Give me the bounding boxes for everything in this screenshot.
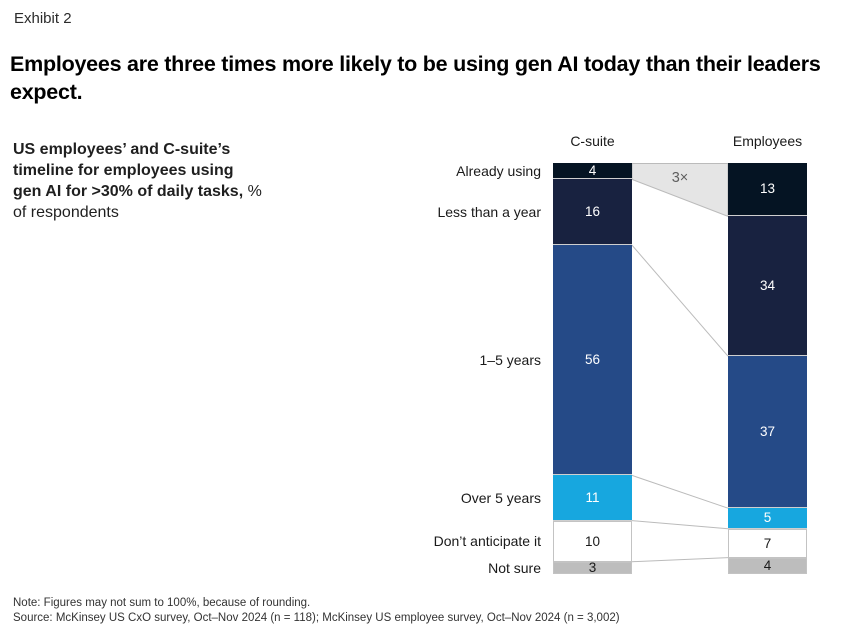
subtitle-bold-line-3: gen AI for >30% of daily tasks, bbox=[13, 183, 244, 200]
segment-don-t-anticipate-it: 7 bbox=[728, 529, 807, 558]
chart-footer: Note: Figures may not sum to 100%, becau… bbox=[13, 596, 620, 626]
segment-already-using: 13 bbox=[728, 163, 807, 216]
multiplier-annotation: 3× bbox=[671, 170, 689, 186]
row-label-1-5-years: 1–5 years bbox=[479, 352, 541, 368]
segment-less-than-a-year: 34 bbox=[728, 216, 807, 356]
segment-value: 5 bbox=[763, 510, 772, 526]
segment-value: 4 bbox=[763, 558, 772, 574]
subtitle-bold-line-2: timeline for employees using bbox=[13, 162, 234, 179]
footnote: Note: Figures may not sum to 100%, becau… bbox=[13, 597, 311, 609]
column-header-c-suite: C-suite bbox=[570, 133, 615, 149]
exhibit-label: Exhibit 2 bbox=[14, 10, 72, 27]
segment-don-t-anticipate-it: 10 bbox=[553, 521, 632, 562]
segment-not-sure: 4 bbox=[728, 558, 807, 574]
page-title: Employees are three times more likely to… bbox=[10, 52, 821, 104]
row-label-don-t-anticipate-it: Don’t anticipate it bbox=[433, 533, 541, 549]
segment-value: 10 bbox=[584, 533, 601, 549]
column-header-employees: Employees bbox=[732, 133, 803, 149]
segment-less-than-a-year: 16 bbox=[553, 179, 632, 245]
segment-not-sure: 3 bbox=[553, 560, 632, 576]
row-label-less-than-a-year: Less than a year bbox=[437, 204, 541, 220]
row-label-not-sure: Not sure bbox=[488, 560, 541, 576]
segment-value: 56 bbox=[584, 351, 601, 367]
chart-subtitle: US employees’ and C-suite’s timeline for … bbox=[13, 139, 262, 223]
segment-value: 13 bbox=[759, 181, 776, 197]
connector-band bbox=[631, 163, 729, 563]
subtitle-unit-inline: % bbox=[243, 183, 262, 200]
row-label-already-using: Already using bbox=[456, 163, 541, 179]
segment-value: 7 bbox=[763, 535, 772, 551]
segment-value: 37 bbox=[759, 423, 776, 439]
bar-c-suite: 4 16 56 11 10 3 bbox=[553, 163, 632, 574]
segment-1-5-years: 56 bbox=[553, 245, 632, 475]
subtitle-unit-line: of respondents bbox=[13, 204, 119, 221]
segment-value: 3 bbox=[588, 560, 597, 576]
segment-value: 16 bbox=[584, 203, 601, 219]
segment-value: 11 bbox=[585, 489, 600, 505]
row-label-over-5-years: Over 5 years bbox=[460, 490, 541, 506]
segment-1-5-years: 37 bbox=[728, 356, 807, 508]
segment-value: 34 bbox=[759, 277, 776, 293]
segment-over-5-years: 5 bbox=[728, 508, 807, 529]
source-line: Source: McKinsey US CxO survey, Oct–Nov … bbox=[13, 612, 620, 624]
segment-value: 4 bbox=[588, 162, 597, 178]
segment-over-5-years: 11 bbox=[553, 475, 632, 521]
segment-already-using: 4 bbox=[553, 163, 632, 179]
subtitle-bold-line-1: US employees’ and C-suite’s bbox=[13, 141, 231, 158]
bar-employees: 13 34 37 5 7 4 bbox=[728, 163, 807, 574]
